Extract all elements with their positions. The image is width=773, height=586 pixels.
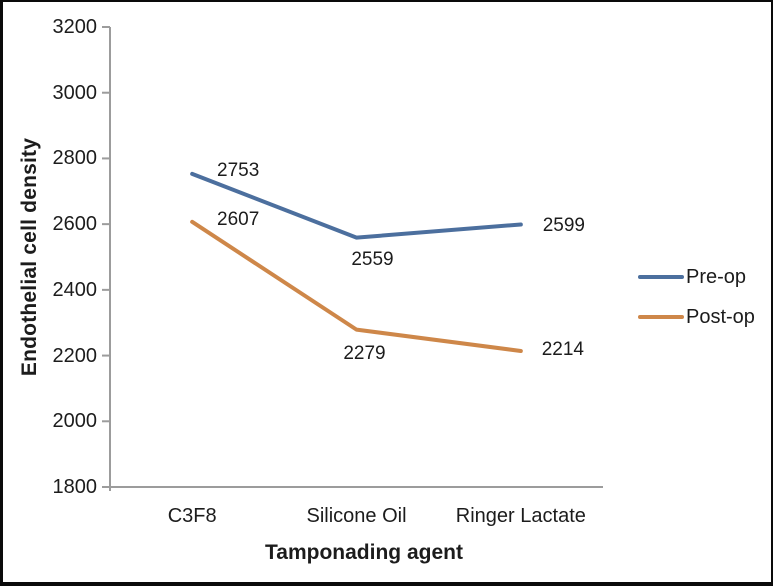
pre-op-line xyxy=(190,171,523,240)
x-axis-title: Tamponading agent xyxy=(265,541,463,564)
data-label: 2559 xyxy=(351,248,394,270)
x-tick-label: Silicone Oil xyxy=(306,505,407,527)
y-tick-label: 2200 xyxy=(52,344,98,367)
y-axis-title: Endothelial cell density xyxy=(18,137,41,377)
y-tick-label: 3200 xyxy=(52,16,98,38)
legend-item-pre-op: Pre-op xyxy=(638,265,755,289)
y-tick-label: 2400 xyxy=(52,278,98,301)
legend-label-post-op: Post-op xyxy=(686,305,755,328)
data-label: 2279 xyxy=(343,342,386,364)
x-tick-label: Ringer Lactate xyxy=(455,505,586,527)
y-tick-label: 2600 xyxy=(52,213,98,236)
data-label: 2607 xyxy=(217,208,260,230)
pre-op-line-swatch xyxy=(638,275,684,279)
data-label: 2214 xyxy=(541,338,584,360)
y-tick-label: 3000 xyxy=(52,81,98,104)
legend: Pre-op Post-op xyxy=(638,265,755,329)
legend-item-post-op: Post-op xyxy=(638,305,755,329)
legend-label-pre-op: Pre-op xyxy=(686,265,747,288)
y-tick-label: 2000 xyxy=(52,410,98,433)
post-op-line-swatch xyxy=(638,315,684,319)
x-tick-label: C3F8 xyxy=(167,505,217,527)
y-tick-label: 2800 xyxy=(52,147,98,170)
y-tick-label: 1800 xyxy=(52,476,98,498)
data-label: 2599 xyxy=(542,215,585,237)
data-label: 2753 xyxy=(217,159,260,181)
post-op-line xyxy=(190,219,523,353)
